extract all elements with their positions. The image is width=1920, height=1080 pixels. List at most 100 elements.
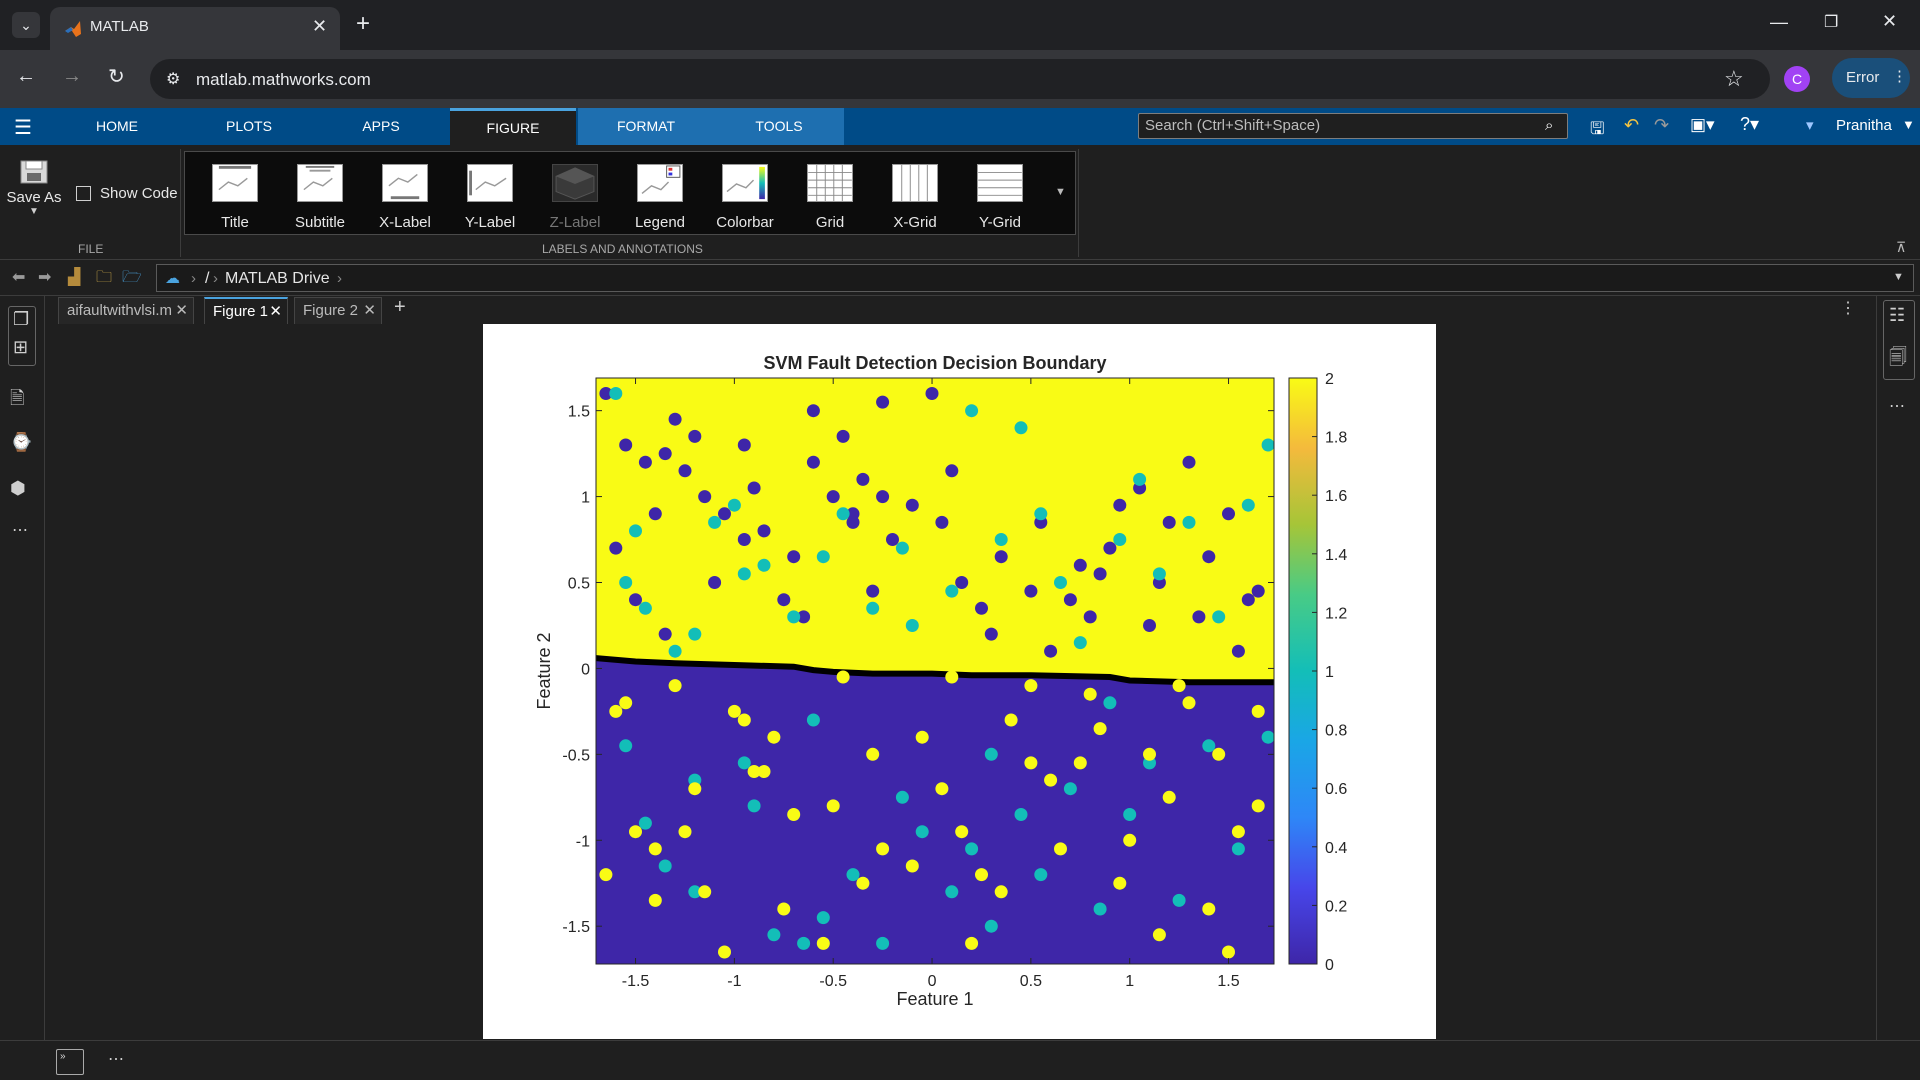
scatter-point-class-2 (757, 765, 771, 778)
bookmark-star-icon[interactable]: ☆ (1724, 66, 1744, 91)
site-info-icon[interactable]: ⚙ (166, 71, 181, 88)
restore-icon[interactable]: ❐ (1824, 14, 1839, 31)
x-label-chart-icon (382, 164, 428, 202)
scatter-point-class-1 (1123, 808, 1137, 821)
more-icon[interactable]: ⋯ (12, 522, 28, 539)
title-gallery-item[interactable]: Title (193, 156, 277, 232)
scatter-point-class-1 (727, 498, 741, 512)
back-arrow-icon[interactable]: ← (16, 65, 36, 87)
command-window-icon[interactable]: » (56, 1049, 84, 1075)
more-icon[interactable]: ⋯ (108, 1051, 124, 1068)
scatter-point-class-0 (1251, 584, 1265, 598)
figure-browser-icon[interactable]: 🗐 (1889, 347, 1907, 367)
z-label-cube-icon (552, 164, 598, 202)
tab-figure[interactable]: FIGURE (450, 108, 576, 145)
gallery-expand-icon[interactable]: ▼ (1055, 186, 1066, 198)
close-icon[interactable]: ✕ (312, 16, 328, 36)
up-folder-icon[interactable]: ▟ (68, 269, 81, 286)
close-icon[interactable]: ✕ (363, 302, 376, 319)
layout-icon[interactable]: ▣▾ (1690, 115, 1715, 134)
url-text: matlab.mathworks.com (196, 70, 371, 89)
scatter-point-class-2 (1231, 825, 1245, 839)
minimize-icon[interactable]: — (1770, 12, 1788, 32)
path-field[interactable]: ☁ › / › MATLAB Drive › ▼ (156, 264, 1914, 292)
profile-avatar[interactable]: C (1784, 66, 1810, 92)
tab-search-button[interactable]: ⌄ (12, 12, 40, 38)
code-search-icon[interactable]: 🗎 (10, 388, 25, 408)
colorbar-tick-label: 1.4 (1325, 547, 1347, 564)
collapse-ribbon-icon[interactable]: ⊼ (1896, 239, 1907, 255)
tab-tools[interactable]: TOOLS (714, 108, 844, 145)
browser-tab-matlab[interactable]: MATLAB ✕ (50, 7, 340, 50)
property-inspector-icon[interactable]: ☷ (1889, 305, 1906, 325)
x-tick-label: 1.5 (1217, 973, 1239, 990)
save-as-button[interactable]: Save As ▼ (6, 155, 62, 235)
redo-icon[interactable]: ↷ (1654, 115, 1670, 135)
y-label-gallery-item[interactable]: Y-Label (448, 156, 532, 232)
path-matlab-drive[interactable]: MATLAB Drive (225, 270, 330, 287)
path-root[interactable]: / (205, 270, 210, 287)
tab-aifaultwithvlsi[interactable]: aifaultwithvlsi.m ✕ (58, 297, 194, 324)
new-folder-icon[interactable]: 🗀 (96, 269, 113, 286)
error-button[interactable]: Error ⋮ (1832, 58, 1910, 98)
tab-apps[interactable]: APPS (362, 118, 400, 134)
chevron-down-icon[interactable]: ▼ (1893, 271, 1904, 283)
grid-gallery-item[interactable]: Grid (788, 156, 872, 232)
address-bar[interactable]: ⚙ matlab.mathworks.com ☆ (150, 59, 1770, 99)
forward-arrow-icon[interactable]: → (62, 65, 82, 87)
scatter-point-class-1 (836, 507, 850, 521)
undo-icon[interactable]: ↶ (1624, 115, 1640, 135)
new-tab-plus-icon[interactable]: + (356, 10, 371, 37)
error-label: Error (1846, 69, 1880, 86)
window-close-icon[interactable]: ✕ (1882, 11, 1898, 31)
subtitle-gallery-item[interactable]: Subtitle (278, 156, 362, 232)
document-tabs: aifaultwithvlsi.m ✕ Figure 1 ✕ Figure 2 ✕ +… (46, 296, 1876, 324)
add-tab-plus-icon[interactable]: + (394, 296, 406, 318)
files-icon[interactable]: ❐ (13, 309, 30, 329)
help-icon[interactable]: ?▾ (1740, 114, 1760, 134)
scatter-point-class-1 (945, 885, 959, 899)
save-icon[interactable]: 🖫 (1590, 119, 1605, 138)
add-ons-icon[interactable]: ⬢ (10, 478, 26, 498)
svm-decision-boundary-plot[interactable]: SVM Fault Detection Decision Boundary -1… (483, 324, 1436, 1039)
close-icon[interactable]: ✕ (175, 302, 188, 319)
matlab-search-input[interactable]: Search (Ctrl+Shift+Space) ⌕ (1138, 113, 1568, 139)
x-label-gallery-item[interactable]: X-Label (363, 156, 447, 232)
y-grid-gallery-item[interactable]: Y-Grid (958, 156, 1042, 232)
kebab-menu-icon[interactable]: ⋮ (1840, 300, 1856, 317)
scatter-point-class-1 (1261, 438, 1274, 452)
back-arrow-icon[interactable]: ⬅ (12, 269, 26, 286)
tab-figure-1[interactable]: Figure 1 ✕ (204, 297, 288, 324)
more-icon[interactable]: ⋯ (1889, 398, 1905, 415)
scatter-point-class-0 (1241, 593, 1255, 607)
scatter-point-class-1 (984, 919, 998, 933)
legend-gallery-item[interactable]: Legend (618, 156, 702, 232)
scatter-point-class-2 (727, 704, 741, 718)
scatter-point-class-2 (1152, 928, 1166, 942)
notification-icon[interactable]: ▾ (1806, 117, 1814, 134)
close-icon[interactable]: ✕ (269, 303, 282, 320)
chevron-down-icon[interactable]: ▼ (29, 206, 39, 217)
kebab-menu-icon[interactable]: ⋮ (1892, 68, 1907, 85)
colorbar-gallery-item[interactable]: Colorbar (703, 156, 787, 232)
y-grid-item-label: Y-Grid (979, 214, 1021, 231)
chevron-down-icon[interactable]: ▼ (1902, 117, 1915, 132)
scatter-point-class-0 (629, 593, 642, 607)
hamburger-menu-icon[interactable]: ☰ (14, 117, 32, 139)
forward-arrow-icon[interactable]: ➡ (38, 269, 52, 286)
reload-icon[interactable]: ↻ (108, 66, 125, 88)
scatter-point-class-1 (797, 936, 811, 950)
command-history-icon[interactable]: ⌚ (10, 432, 33, 452)
workspace-icon[interactable]: ⊞ (13, 337, 29, 357)
tab-figure-2[interactable]: Figure 2 ✕ (294, 297, 382, 324)
show-code-checkbox[interactable] (76, 186, 91, 201)
search-icon[interactable]: ⌕ (1545, 117, 1554, 134)
user-name[interactable]: Pranitha (1836, 117, 1892, 134)
tab-format[interactable]: FORMAT (578, 108, 714, 145)
tab-home[interactable]: HOME (96, 118, 138, 134)
chevron-right-icon: › (191, 270, 196, 287)
browse-folder-icon[interactable]: 🗁 (122, 269, 142, 286)
tab-plots[interactable]: PLOTS (226, 118, 272, 134)
scatter-point-class-0 (876, 395, 890, 409)
x-grid-gallery-item[interactable]: X-Grid (873, 156, 957, 232)
